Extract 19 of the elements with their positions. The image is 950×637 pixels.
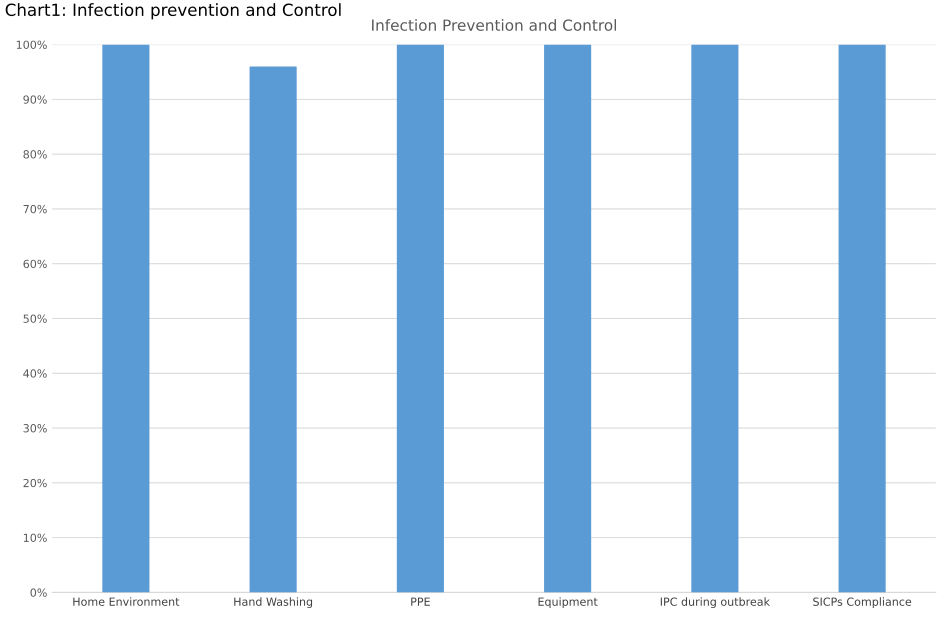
y-tick-label: 80%	[23, 150, 47, 159]
x-tick-label: PPE	[411, 598, 430, 606]
y-tick-label: 90%	[23, 95, 47, 104]
y-tick-label: 10%	[24, 534, 47, 542]
y-tick-label: 50%	[24, 314, 47, 323]
y-tick-label: 30%	[24, 424, 47, 432]
y-tick-label: 70%	[24, 204, 47, 214]
x-tick-label: Equipment	[538, 597, 598, 608]
x-tick-label: IPC during outbreak	[660, 597, 770, 608]
x-tick-label: Hand Washing	[234, 597, 312, 608]
chart-title: Infection Prevention and Control	[372, 19, 616, 31]
y-tick-label: 40%	[23, 369, 47, 378]
x-tick-label: Home Environment	[73, 597, 180, 606]
caption: Chart1: Infection prevention and Control	[6, 3, 341, 20]
y-tick-label: 100%	[16, 40, 47, 49]
y-tick-label: 0%	[30, 588, 47, 597]
y-tick-label: 60%	[23, 260, 47, 268]
y-tick-label: 20%	[24, 478, 47, 488]
x-tick-label: SICPs Compliance	[813, 597, 912, 608]
